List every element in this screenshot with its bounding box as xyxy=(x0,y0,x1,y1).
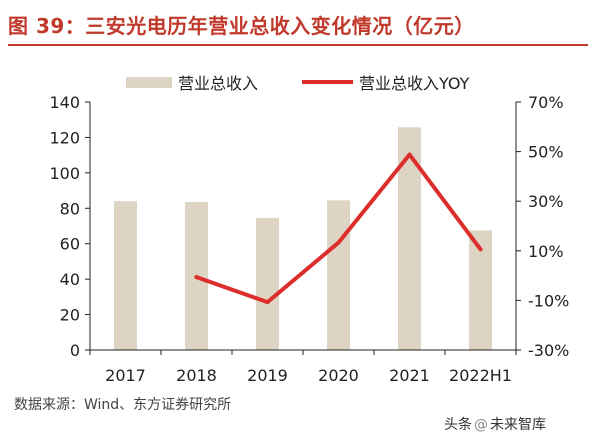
left-tick-label: 80 xyxy=(60,199,80,218)
left-tick-label: 0 xyxy=(70,341,80,360)
x-tick-label: 2017 xyxy=(105,366,146,385)
left-tick-label: 100 xyxy=(49,164,80,183)
chart-legend: 营业总收入 营业总收入YOY xyxy=(126,74,470,93)
source-note: 数据来源：Wind、东方证券研究所 xyxy=(14,397,232,413)
revenue-chart: 营业总收入 营业总收入YOY 0 20 40 60 80 100 120 140 -30% -10%… xyxy=(49,74,569,385)
right-tick-label: -30% xyxy=(528,341,569,360)
left-tick-label: 40 xyxy=(60,270,80,289)
x-tick-label: 2018 xyxy=(176,366,217,385)
x-tick-label: 2020 xyxy=(318,366,359,385)
title-rule xyxy=(8,44,588,46)
bar-2019 xyxy=(256,217,279,350)
legend-line-label: 营业总收入YOY xyxy=(359,74,470,93)
bar-2021 xyxy=(398,127,421,351)
yoy-point-2022H1 xyxy=(478,247,483,252)
yoy-point-2020 xyxy=(336,240,341,245)
x-tick-label: 2019 xyxy=(247,366,288,385)
bar-2017 xyxy=(114,201,137,350)
bar-series xyxy=(114,127,492,351)
legend-bar-label: 营业总收入 xyxy=(178,74,258,93)
figure-title: 图 39：三安光电历年营业总收入变化情况（亿元） xyxy=(8,14,475,38)
watermark-prefix: 头条 xyxy=(444,417,472,433)
line-series xyxy=(194,152,483,305)
left-tick-label: 60 xyxy=(60,235,80,254)
right-tick-label: 50% xyxy=(528,143,564,162)
legend-bar-swatch xyxy=(126,77,172,88)
bar-2022H1 xyxy=(469,230,492,350)
left-tick-label: 20 xyxy=(60,306,80,325)
watermark-separator: @ xyxy=(474,417,488,433)
bar-2020 xyxy=(327,200,350,350)
right-tick-label: 70% xyxy=(528,93,564,112)
watermark: 头条 @ 未来智库 xyxy=(444,414,546,434)
x-tick-label: 2022H1 xyxy=(449,366,512,385)
right-tick-label: 10% xyxy=(528,242,564,261)
right-tick-label: 30% xyxy=(528,192,564,211)
watermark-name: 未来智库 xyxy=(490,417,546,433)
yoy-point-2019 xyxy=(265,300,270,305)
left-tick-label: 120 xyxy=(49,128,80,147)
left-tick-label: 140 xyxy=(49,93,80,112)
yoy-point-2018 xyxy=(194,275,199,280)
yoy-point-2021 xyxy=(407,152,412,157)
right-tick-label: -10% xyxy=(528,291,569,310)
chart-axes: 0 20 40 60 80 100 120 140 -30% -10% 10% 30% 50% 70% 20… xyxy=(49,93,569,385)
x-tick-label: 2021 xyxy=(389,366,430,385)
